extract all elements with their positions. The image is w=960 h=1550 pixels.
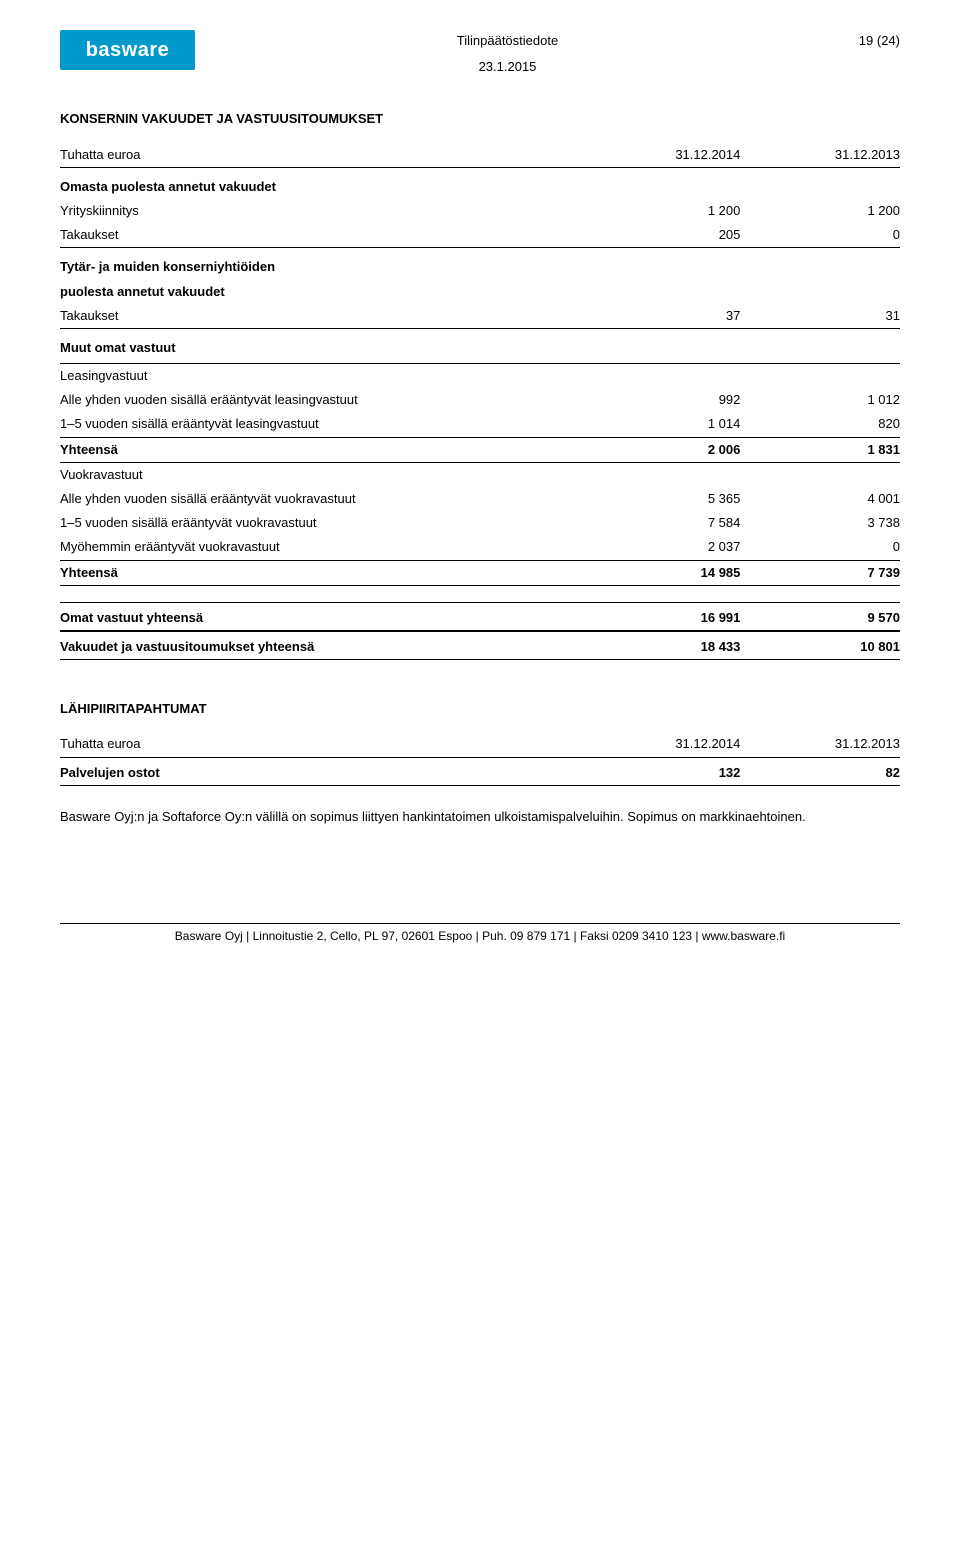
group3-title: Muut omat vastuut: [60, 328, 900, 363]
page-footer: Basware Oyj | Linnoitustie 2, Cello, PL …: [60, 917, 900, 945]
row-label: Palvelujen ostot: [60, 757, 581, 785]
row-value-a: 1 200: [581, 199, 741, 223]
row-value-a: 7 584: [581, 511, 741, 535]
page-header: basware Tilinpäätöstiedote 23.1.2015 19 …: [60, 30, 900, 76]
row-label: Alle yhden vuoden sisällä erääntyvät vuo…: [60, 487, 581, 511]
footer-rule: [60, 923, 900, 924]
row-value-a: 205: [581, 223, 741, 248]
table-header-col-b: 31.12.2013: [740, 732, 900, 757]
row-value-a: 14 985: [581, 560, 741, 585]
row-value-a: 18 433: [581, 631, 741, 659]
row-value-a: 2 037: [581, 535, 741, 560]
header-right: 19 (24): [820, 30, 900, 50]
row-value-b: 1 200: [740, 199, 900, 223]
row-label: Vakuudet ja vastuusitoumukset yhteensä: [60, 631, 581, 659]
row-value-a: 5 365: [581, 487, 741, 511]
row-value-a: 992: [581, 388, 741, 412]
section2-table: Tuhatta euroa 31.12.2014 31.12.2013 Palv…: [60, 732, 900, 785]
row-value-b: 0: [740, 223, 900, 248]
row-value-b: 3 738: [740, 511, 900, 535]
group2-title-line2: puolesta annetut vakuudet: [60, 280, 900, 304]
row-value-b: 820: [740, 412, 900, 437]
row-value-b: 1 012: [740, 388, 900, 412]
row-value-a: 2 006: [581, 437, 741, 462]
row-value-b: 10 801: [740, 631, 900, 659]
row-label: Yhteensä: [60, 560, 581, 585]
logo-text: basware: [86, 36, 170, 64]
table-header-col-a: 31.12.2014: [581, 143, 741, 168]
row-value-b: 4 001: [740, 487, 900, 511]
row-label: Myöhemmin erääntyvät vuokravastuut: [60, 535, 581, 560]
row-label: Omat vastuut yhteensä: [60, 602, 581, 630]
doc-date: 23.1.2015: [195, 58, 820, 76]
row-label: Yhteensä: [60, 437, 581, 462]
section2-title: LÄHIPIIRITAPAHTUMAT: [60, 700, 900, 718]
page-number: 19 (24): [820, 32, 900, 50]
group2-title-line1: Tytär- ja muiden konserniyhtiöiden: [60, 248, 900, 280]
row-value-b: 1 831: [740, 437, 900, 462]
section1-table: Tuhatta euroa 31.12.2014 31.12.2013 Omas…: [60, 143, 900, 661]
row-label: 1–5 vuoden sisällä erääntyvät leasingvas…: [60, 412, 581, 437]
row-value-b: 0: [740, 535, 900, 560]
row-label: Alle yhden vuoden sisällä erääntyvät lea…: [60, 388, 581, 412]
table-header-label: Tuhatta euroa: [60, 143, 581, 168]
row-value-b: 31: [740, 304, 900, 329]
doc-title: Tilinpäätöstiedote: [195, 32, 820, 50]
logo: basware: [60, 30, 195, 70]
table-header-col-b: 31.12.2013: [740, 143, 900, 168]
rent-subtitle: Vuokravastuut: [60, 462, 900, 487]
table-header-label: Tuhatta euroa: [60, 732, 581, 757]
page-container: basware Tilinpäätöstiedote 23.1.2015 19 …: [0, 0, 960, 974]
row-value-a: 37: [581, 304, 741, 329]
row-value-b: 82: [740, 757, 900, 785]
row-value-b: 7 739: [740, 560, 900, 585]
section1-title: KONSERNIN VAKUUDET JA VASTUUSITOUMUKSET: [60, 110, 900, 128]
row-label: Takaukset: [60, 223, 581, 248]
header-center: Tilinpäätöstiedote 23.1.2015: [195, 30, 820, 76]
group1-title: Omasta puolesta annetut vakuudet: [60, 167, 900, 199]
row-value-b: 9 570: [740, 602, 900, 630]
leasing-subtitle: Leasingvastuut: [60, 364, 900, 389]
row-label: Yrityskiinnitys: [60, 199, 581, 223]
row-label: 1–5 vuoden sisällä erääntyvät vuokravast…: [60, 511, 581, 535]
body-paragraph: Basware Oyj:n ja Softaforce Oy:n välillä…: [60, 808, 900, 827]
footer-text: Basware Oyj | Linnoitustie 2, Cello, PL …: [175, 929, 785, 943]
row-value-a: 16 991: [581, 602, 741, 630]
row-value-a: 132: [581, 757, 741, 785]
row-label: Takaukset: [60, 304, 581, 329]
spacer: [60, 585, 900, 601]
row-value-a: 1 014: [581, 412, 741, 437]
table-header-col-a: 31.12.2014: [581, 732, 741, 757]
